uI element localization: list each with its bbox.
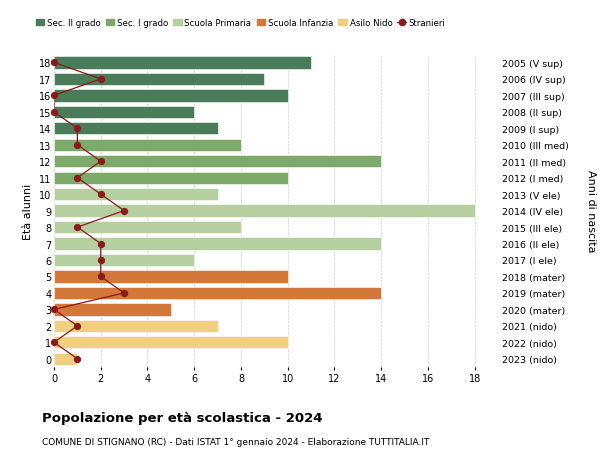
Point bbox=[73, 355, 82, 363]
Text: COMUNE DI STIGNANO (RC) - Dati ISTAT 1° gennaio 2024 - Elaborazione TUTTITALIA.I: COMUNE DI STIGNANO (RC) - Dati ISTAT 1° … bbox=[42, 437, 430, 446]
Point bbox=[73, 174, 82, 182]
Point bbox=[49, 109, 59, 116]
Bar bbox=[54, 271, 287, 283]
Text: Popolazione per età scolastica - 2024: Popolazione per età scolastica - 2024 bbox=[42, 411, 323, 424]
Point bbox=[49, 60, 59, 67]
Point bbox=[96, 273, 106, 280]
Bar bbox=[54, 189, 218, 201]
Bar bbox=[54, 106, 194, 119]
Point bbox=[96, 76, 106, 84]
Point bbox=[49, 339, 59, 346]
Y-axis label: Età alunni: Età alunni bbox=[23, 183, 33, 239]
Bar bbox=[54, 353, 77, 365]
Point bbox=[96, 241, 106, 248]
Bar bbox=[54, 238, 381, 250]
Bar bbox=[54, 156, 381, 168]
Bar bbox=[54, 205, 475, 217]
Point bbox=[96, 191, 106, 198]
Bar bbox=[54, 320, 218, 332]
Legend: Sec. II grado, Sec. I grado, Scuola Primaria, Scuola Infanzia, Asilo Nido, Stran: Sec. II grado, Sec. I grado, Scuola Prim… bbox=[32, 16, 449, 32]
Point bbox=[119, 290, 129, 297]
Bar bbox=[54, 139, 241, 151]
Bar bbox=[54, 90, 287, 102]
Point bbox=[96, 158, 106, 166]
Bar bbox=[54, 254, 194, 267]
Point bbox=[119, 207, 129, 215]
Bar bbox=[54, 287, 381, 299]
Point bbox=[73, 142, 82, 149]
Point bbox=[73, 323, 82, 330]
Point bbox=[49, 306, 59, 313]
Bar bbox=[54, 221, 241, 234]
Point bbox=[96, 257, 106, 264]
Bar bbox=[54, 336, 287, 349]
Bar bbox=[54, 57, 311, 69]
Bar bbox=[54, 303, 171, 316]
Bar bbox=[54, 73, 265, 86]
Point bbox=[49, 92, 59, 100]
Point bbox=[73, 125, 82, 133]
Bar bbox=[54, 172, 287, 185]
Point bbox=[73, 224, 82, 231]
Bar bbox=[54, 123, 218, 135]
Y-axis label: Anni di nascita: Anni di nascita bbox=[586, 170, 596, 252]
